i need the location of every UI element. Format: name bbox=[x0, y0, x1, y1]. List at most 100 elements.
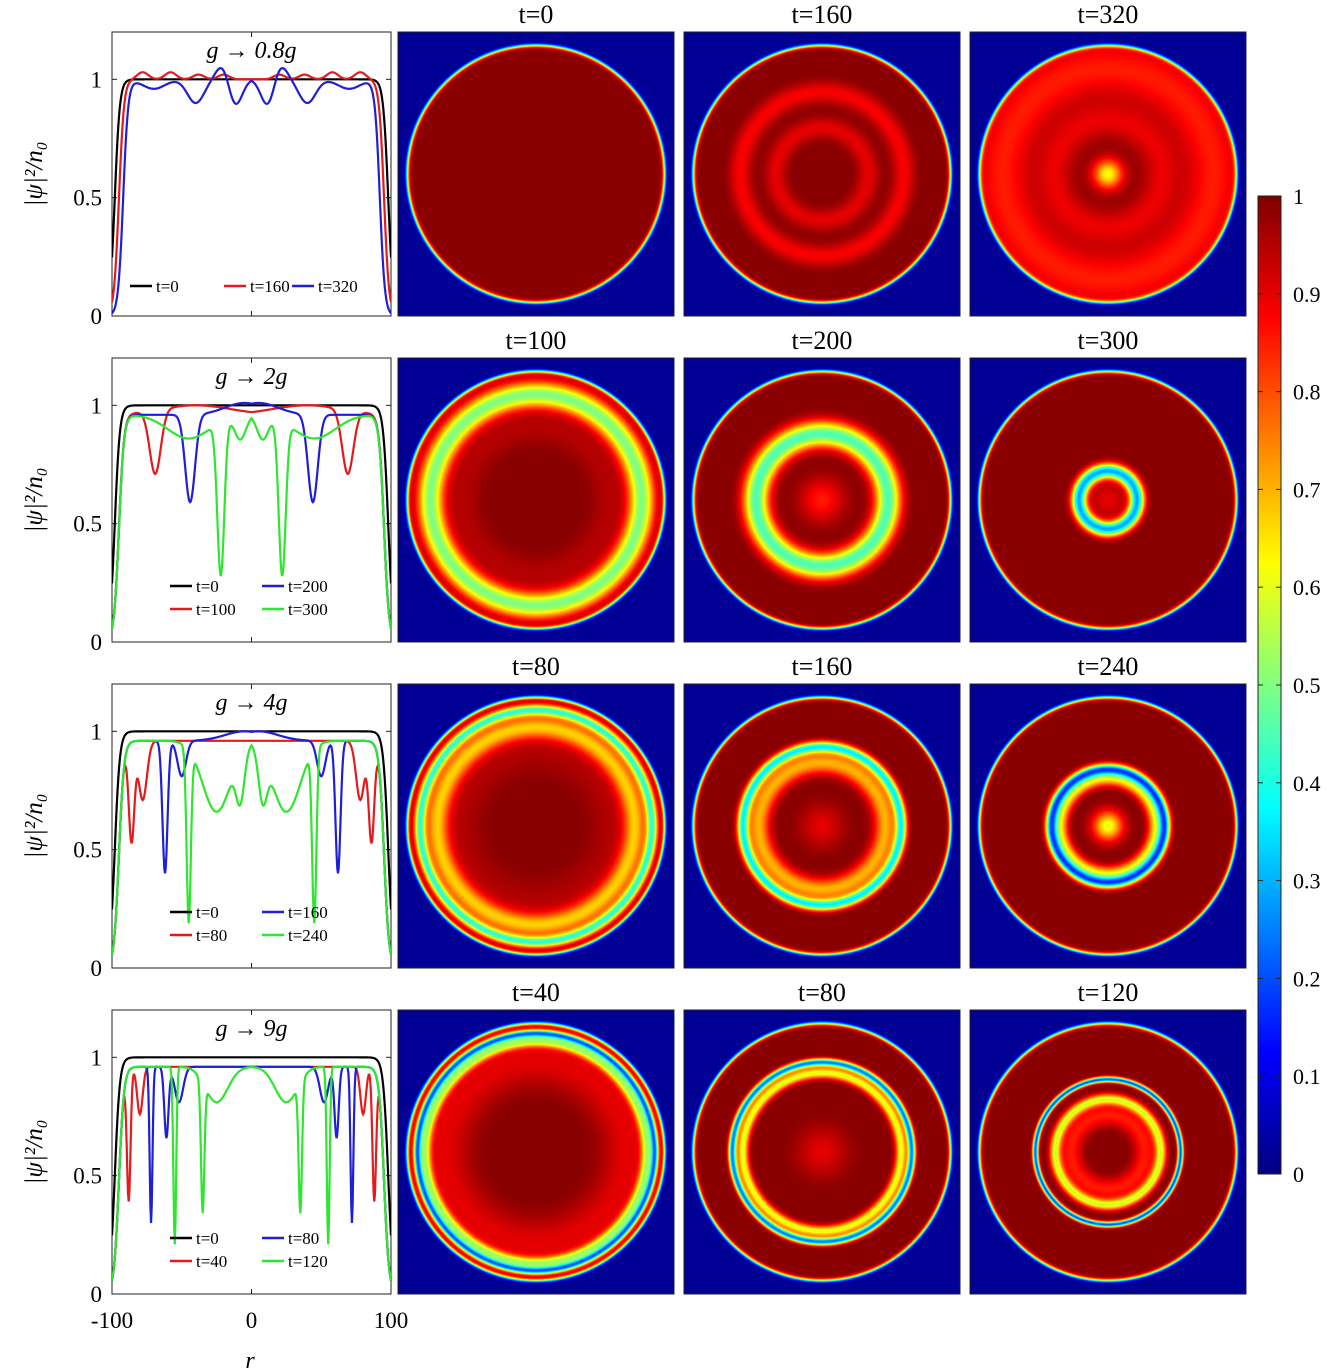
colorbar-tick-label: 1 bbox=[1293, 184, 1304, 209]
figure-row: 0 0.5 1 |ψ|²/n₀ g → 0.8g t=0 t=160 t=320 t=0 t=16… bbox=[21, 0, 1247, 329]
colorbar-tick-label: 0.4 bbox=[1293, 771, 1321, 796]
line-plot-frame bbox=[111, 31, 392, 317]
legend-label: t=300 bbox=[288, 600, 328, 619]
legend-label: t=320 bbox=[318, 277, 358, 296]
heatmap-title: t=120 bbox=[1078, 978, 1139, 1007]
y-tick-label: 0 bbox=[91, 630, 103, 655]
heatmap-panel: t=80 bbox=[397, 652, 675, 969]
series-line bbox=[112, 401, 391, 629]
series-line bbox=[112, 739, 391, 955]
y-tick-label: 0.5 bbox=[73, 512, 102, 537]
y-tick-label: 1 bbox=[91, 719, 103, 744]
heatmap-panel: t=120 bbox=[969, 978, 1247, 1295]
y-tick-label: 0 bbox=[91, 956, 103, 981]
colorbar-tick-label: 0.5 bbox=[1293, 673, 1321, 698]
series-line bbox=[112, 1056, 391, 1236]
legend-label: t=0 bbox=[196, 903, 219, 922]
heatmap-title: t=80 bbox=[512, 652, 560, 681]
heatmap-title: t=160 bbox=[792, 0, 853, 29]
colorbar-tick-label: 0.3 bbox=[1293, 869, 1321, 894]
legend-label: t=120 bbox=[288, 1252, 328, 1271]
density-disk bbox=[690, 694, 954, 958]
figure-row: 0 0.5 1 |ψ|²/n₀ g → 4g t=0 t=160 t=80 t=240 t=80 t… bbox=[21, 652, 1247, 981]
heatmap-title: t=0 bbox=[519, 0, 554, 29]
heatmap-panel: t=40 bbox=[397, 978, 675, 1295]
panel-title: g → 2g bbox=[216, 364, 288, 390]
heatmap-panel: t=100 bbox=[397, 326, 675, 643]
colorbar-tick-label: 0.1 bbox=[1293, 1064, 1321, 1089]
legend-label: t=160 bbox=[288, 903, 328, 922]
colorbar-tick-label: 0 bbox=[1293, 1162, 1304, 1187]
legend-label: t=80 bbox=[196, 926, 227, 945]
series-line bbox=[112, 414, 391, 629]
colorbar-tick-label: 0.9 bbox=[1293, 282, 1321, 307]
heatmap-title: t=100 bbox=[506, 326, 567, 355]
series-line bbox=[112, 404, 391, 584]
legend-label: t=160 bbox=[250, 277, 290, 296]
y-tick-label: 1 bbox=[91, 393, 103, 418]
density-disk bbox=[976, 42, 1240, 306]
density-disk bbox=[690, 1020, 954, 1284]
line-plot-frame bbox=[111, 683, 392, 969]
colorbar-tick-label: 0.2 bbox=[1293, 966, 1321, 991]
y-tick-label: 1 bbox=[91, 1045, 103, 1070]
y-axis-label: |ψ|²/n₀ bbox=[21, 1120, 48, 1185]
density-disk bbox=[404, 694, 668, 958]
heatmap-panel: t=0 bbox=[397, 0, 675, 317]
x-tick-label: 100 bbox=[374, 1308, 409, 1333]
density-disk bbox=[404, 1020, 668, 1284]
colorbar-tick-label: 0.8 bbox=[1293, 380, 1321, 405]
y-axis-label: |ψ|²/n₀ bbox=[21, 794, 48, 859]
legend-label: t=100 bbox=[196, 600, 236, 619]
legend-label: t=200 bbox=[288, 577, 328, 596]
heatmap-title: t=200 bbox=[792, 326, 853, 355]
heatmap-panel: t=80 bbox=[683, 978, 961, 1295]
y-tick-label: 0.5 bbox=[73, 1164, 102, 1189]
density-disk bbox=[976, 368, 1240, 632]
series-line bbox=[112, 404, 391, 629]
line-plot-frame bbox=[111, 1009, 392, 1295]
heatmap-title: t=320 bbox=[1078, 0, 1139, 29]
y-tick-label: 0.5 bbox=[73, 186, 102, 211]
colorbar: 0 0.1 0.2 0.3 0.4 0.5 0.6 0.7 0.8 0.9 1 bbox=[1257, 184, 1321, 1187]
heatmap-panel: t=240 bbox=[969, 652, 1247, 969]
density-disk bbox=[690, 368, 954, 632]
figure-row: 0 0.5 1 |ψ|²/n₀ g → 2g t=0 t=200 t=100 t=300 t=10… bbox=[21, 326, 1247, 655]
density-disk bbox=[404, 42, 668, 306]
heatmap-panel: t=200 bbox=[683, 326, 961, 643]
panel-title: g → 0.8g bbox=[207, 38, 297, 64]
heatmap-title: t=300 bbox=[1078, 326, 1139, 355]
density-disk bbox=[976, 694, 1240, 958]
heatmap-panel: t=160 bbox=[683, 0, 961, 317]
series-line bbox=[112, 1065, 391, 1281]
legend-label: t=0 bbox=[196, 577, 219, 596]
heatmap-panel: t=320 bbox=[969, 0, 1247, 317]
legend-label: t=40 bbox=[196, 1252, 227, 1271]
x-axis-label: r bbox=[245, 1348, 255, 1372]
y-tick-label: 0 bbox=[91, 304, 103, 329]
x-tick-label: 0 bbox=[246, 1308, 258, 1333]
series-line bbox=[112, 67, 391, 314]
heatmap-title: t=80 bbox=[798, 978, 846, 1007]
legend-label: t=0 bbox=[156, 277, 179, 296]
colorbar-tick-label: 0.7 bbox=[1293, 477, 1321, 502]
colorbar-tick-label: 0.6 bbox=[1293, 575, 1321, 600]
heatmap-panel: t=160 bbox=[683, 652, 961, 969]
legend-label: t=240 bbox=[288, 926, 328, 945]
y-axis-label: |ψ|²/n₀ bbox=[21, 468, 48, 533]
legend-label: t=0 bbox=[196, 1229, 219, 1248]
line-plot-frame bbox=[111, 357, 392, 643]
heatmap-title: t=160 bbox=[792, 652, 853, 681]
y-axis-label: |ψ|²/n₀ bbox=[21, 142, 48, 207]
series-line bbox=[112, 730, 391, 955]
heatmap-title: t=240 bbox=[1078, 652, 1139, 681]
y-tick-label: 1 bbox=[91, 67, 103, 92]
legend-label: t=80 bbox=[288, 1229, 319, 1248]
density-disk bbox=[976, 1020, 1240, 1284]
figure-row: 00.51-100 0 100|ψ|²/n₀g → 9gt=0 t=80t=40 t=1… bbox=[21, 978, 1247, 1333]
y-tick-label: 0 bbox=[91, 1282, 103, 1307]
density-disk bbox=[690, 42, 954, 306]
x-tick-label: -100 bbox=[91, 1308, 133, 1333]
heatmap-title: t=40 bbox=[512, 978, 560, 1007]
